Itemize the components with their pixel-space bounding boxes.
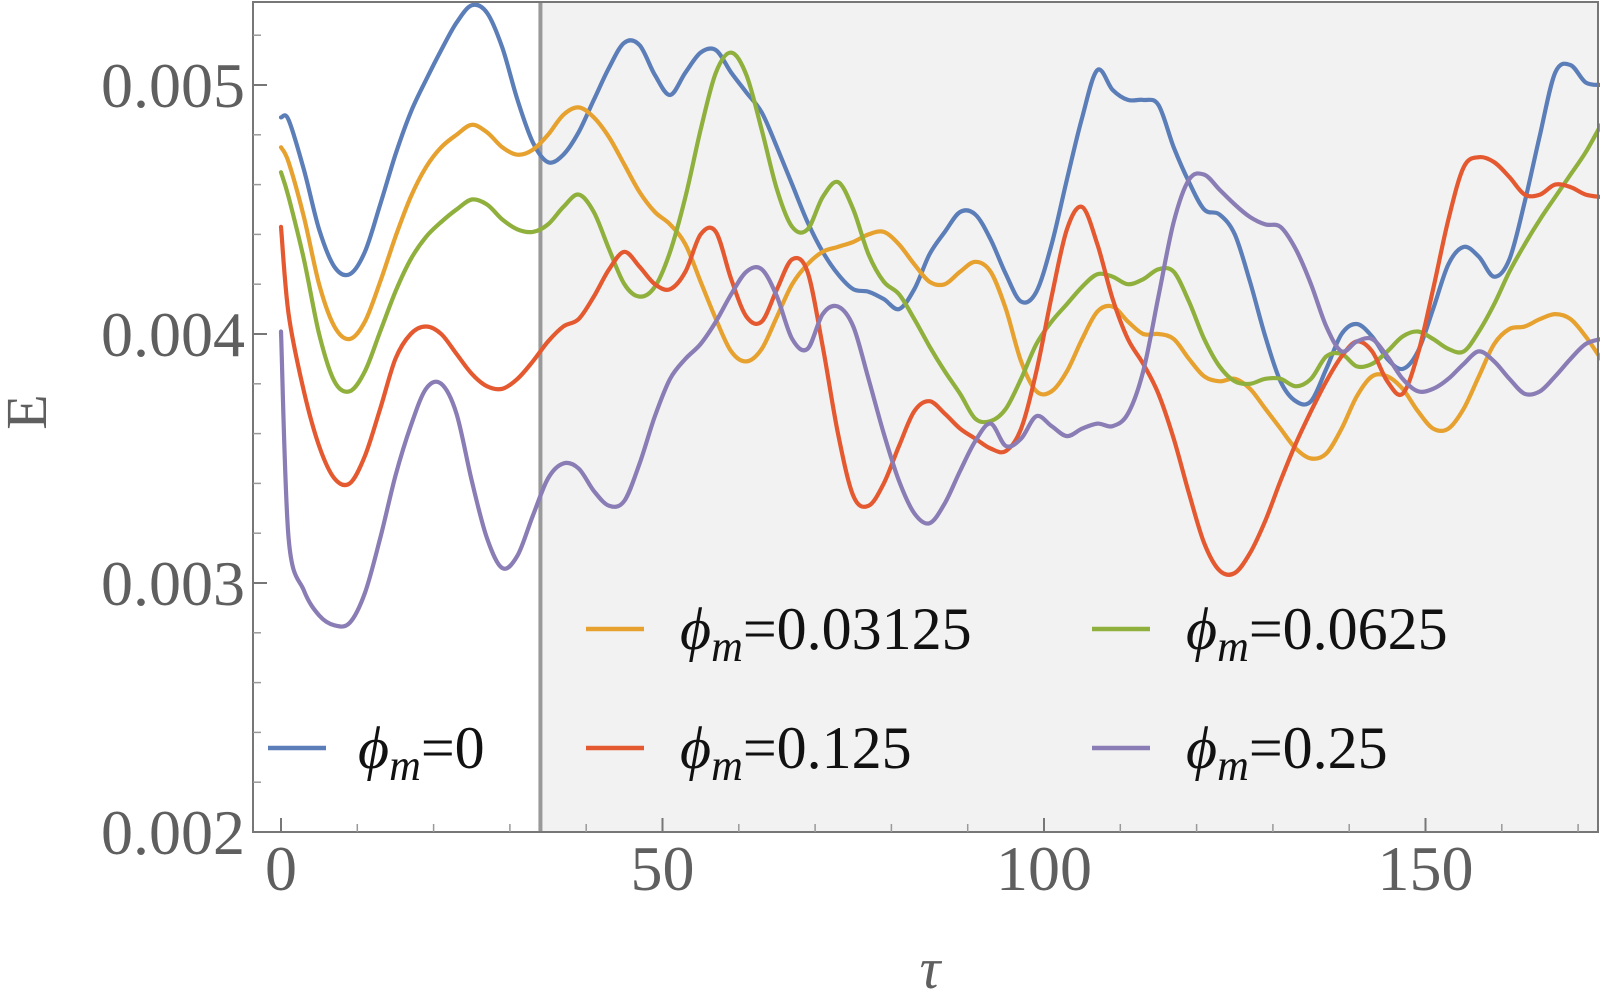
y-tick-label: 0.003 [101,548,245,619]
series-line-4 [278,171,1600,629]
legend-label-2: ϕm=0.0625 [1186,596,1448,671]
y-tick-label: 0.002 [101,797,245,868]
legend-label-3: ϕm=0.125 [680,715,912,790]
plot-area [252,1,1600,833]
series-layer [278,2,1600,629]
x-axis-title: τ [920,936,943,1001]
legend: ϕm=0 ϕm=0.03125 ϕm=0.0625 ϕm=0.125 ϕm=0.25 [268,596,1448,790]
shaded-region [540,2,1599,832]
x-tick-label: 100 [996,833,1092,904]
legend-label-4: ϕm=0.25 [1186,715,1388,790]
x-axis: 0 50 100 150 [265,818,1579,904]
legend-label-0: ϕm=0 [358,715,485,790]
x-tick-label: 0 [265,833,297,904]
legend-label-1: ϕm=0.03125 [680,596,972,671]
x-tick-label: 50 [631,833,695,904]
series-line-3 [278,154,1600,577]
y-tick-label: 0.004 [101,299,245,370]
y-axis: 0.002 0.003 0.004 0.005 [101,34,267,868]
x-tick-label: 150 [1378,833,1474,904]
y-axis-title: E [0,394,59,429]
plot-frame [252,1,1599,833]
y-tick-label: 0.005 [101,50,245,121]
series-line-1 [278,105,1600,461]
